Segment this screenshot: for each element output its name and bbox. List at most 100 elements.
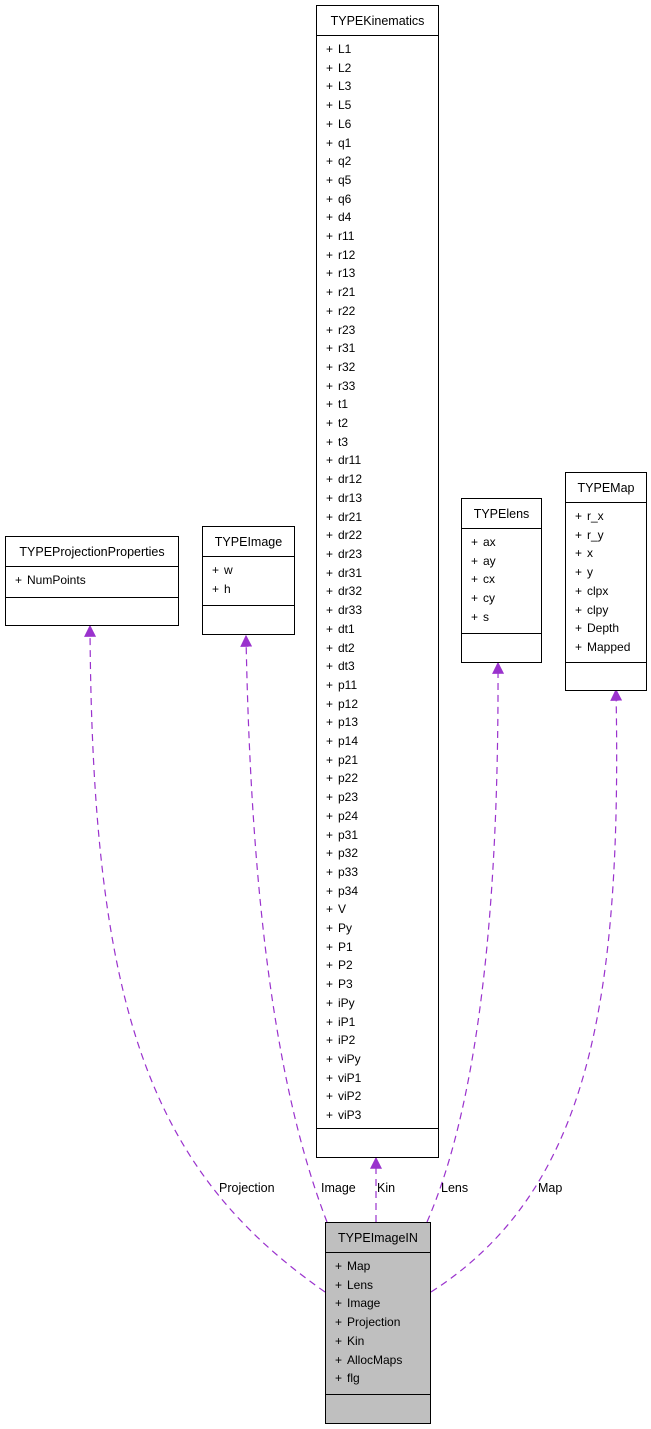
attribute-name: r13 [338, 266, 356, 281]
attribute-row: + r32 [317, 358, 438, 377]
attribute-name: L5 [338, 98, 352, 113]
attribute-row: + Kin [326, 1332, 430, 1351]
attribute-name: p31 [338, 827, 359, 842]
visibility-marker: + [326, 285, 334, 300]
attribute-name: iPy [338, 995, 355, 1010]
attribute-list: + L1 + L2 + L3 + L5 + L6 + q1 + q2 + q5 + q6 + d4 + r11 + r12 + r… [317, 36, 438, 1129]
attribute-name: Mapped [587, 639, 631, 654]
visibility-marker: + [326, 191, 334, 206]
attribute-row: + dr32 [317, 582, 438, 601]
attribute-row: + Image [326, 1294, 430, 1313]
attribute-row: + p11 [317, 676, 438, 695]
attribute-name: P3 [338, 977, 353, 992]
attribute-name: p13 [338, 715, 359, 730]
visibility-marker: + [471, 535, 479, 549]
visibility-marker: + [335, 1371, 343, 1386]
attribute-row: + t1 [317, 395, 438, 414]
attribute-row: + Projection [326, 1313, 430, 1332]
attribute-row: + r13 [317, 264, 438, 283]
visibility-marker: + [335, 1333, 343, 1348]
attribute-name: dr21 [338, 509, 363, 524]
attribute-name: L6 [338, 116, 352, 131]
attribute-row: + q5 [317, 171, 438, 190]
visibility-marker: + [326, 1089, 334, 1104]
attribute-name: L1 [338, 42, 352, 56]
visibility-marker: + [575, 509, 583, 523]
attribute-name: t2 [338, 416, 349, 431]
attribute-name: Kin [347, 1333, 365, 1348]
attribute-row: + t3 [317, 433, 438, 452]
edge-label-image: Image [321, 1181, 356, 1195]
attribute-row: + r_x [566, 507, 646, 526]
visibility-marker: + [326, 303, 334, 318]
visibility-marker: + [575, 621, 583, 636]
attribute-name: r22 [338, 303, 356, 318]
attribute-name: dt1 [338, 621, 355, 636]
visibility-marker: + [575, 639, 583, 654]
attribute-row: + NumPoints [6, 571, 178, 590]
attribute-name: r_x [587, 509, 604, 523]
attribute-row: + cx [462, 570, 541, 589]
attribute-row: + P3 [317, 975, 438, 994]
visibility-marker: + [326, 416, 334, 431]
visibility-marker: + [326, 734, 334, 749]
visibility-marker: + [326, 883, 334, 898]
attribute-name: q5 [338, 172, 352, 187]
visibility-marker: + [326, 135, 334, 150]
attribute-name: dt3 [338, 659, 355, 674]
visibility-marker: + [335, 1352, 343, 1367]
attribute-row: + dr11 [317, 451, 438, 470]
attribute-row: + r23 [317, 321, 438, 340]
visibility-marker: + [326, 902, 334, 917]
class-typeimage: TYPEImage + w + h [202, 526, 295, 635]
visibility-marker: + [326, 322, 334, 337]
visibility-marker: + [326, 1033, 334, 1048]
attribute-row: + Depth [566, 619, 646, 638]
edge-image [240, 634, 328, 1223]
visibility-marker: + [326, 977, 334, 992]
attribute-row: + p24 [317, 807, 438, 826]
attribute-row: + p22 [317, 769, 438, 788]
edge-map [430, 688, 623, 1293]
visibility-marker: + [212, 563, 220, 577]
attribute-row: + P2 [317, 956, 438, 975]
attribute-row: + p21 [317, 751, 438, 770]
attribute-name: P2 [338, 958, 353, 973]
attribute-row: + p23 [317, 788, 438, 807]
attribute-name: viPy [338, 1051, 361, 1066]
attribute-name: iP2 [338, 1033, 356, 1048]
visibility-marker: + [326, 696, 334, 711]
attribute-row: + viP3 [317, 1106, 438, 1125]
visibility-marker: + [15, 573, 23, 587]
visibility-marker: + [326, 359, 334, 374]
attribute-name: Map [347, 1259, 371, 1273]
attribute-name: p21 [338, 752, 359, 767]
attribute-name: cx [483, 572, 495, 587]
attribute-name: ay [483, 553, 496, 568]
visibility-marker: + [326, 659, 334, 674]
attribute-name: p12 [338, 696, 359, 711]
visibility-marker: + [471, 591, 479, 606]
attribute-row: + iP2 [317, 1031, 438, 1050]
visibility-marker: + [326, 640, 334, 655]
attribute-row: + dr23 [317, 545, 438, 564]
attribute-row: + r21 [317, 283, 438, 302]
attribute-name: p33 [338, 864, 359, 879]
visibility-marker: + [326, 546, 334, 561]
attribute-row: + V [317, 900, 438, 919]
attribute-row: + L5 [317, 96, 438, 115]
attribute-list: + ax + ay + cx + cy + s [462, 529, 541, 634]
class-title: TYPEProjectionProperties [6, 537, 178, 567]
attribute-row: + L6 [317, 115, 438, 134]
attribute-row: + dr21 [317, 508, 438, 527]
visibility-marker: + [326, 266, 334, 281]
visibility-marker: + [326, 434, 334, 449]
visibility-marker: + [326, 995, 334, 1010]
attribute-name: P1 [338, 939, 353, 954]
visibility-marker: + [326, 621, 334, 636]
attribute-name: q6 [338, 191, 352, 206]
visibility-marker: + [471, 553, 479, 568]
edge-projection [84, 624, 326, 1293]
attribute-name: x [587, 546, 593, 561]
attribute-row: + h [203, 580, 294, 599]
